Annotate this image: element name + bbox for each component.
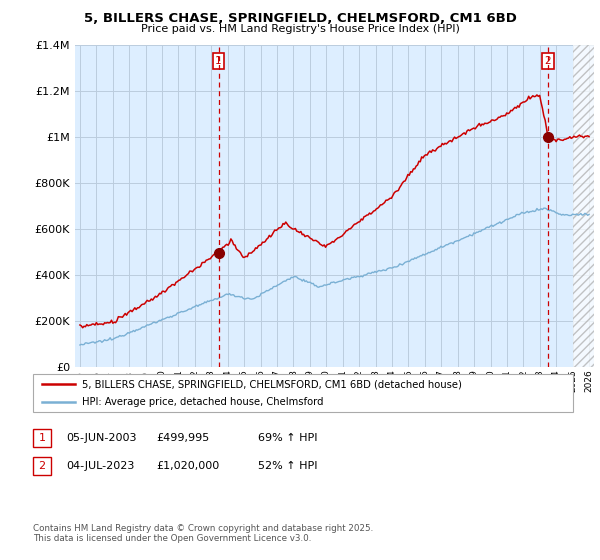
Text: HPI: Average price, detached house, Chelmsford: HPI: Average price, detached house, Chel…: [82, 397, 324, 407]
Text: 1: 1: [215, 56, 222, 66]
Text: 04-JUL-2023: 04-JUL-2023: [66, 461, 134, 471]
Text: 2: 2: [38, 461, 46, 471]
Text: 2: 2: [545, 56, 551, 66]
Text: Contains HM Land Registry data © Crown copyright and database right 2025.
This d: Contains HM Land Registry data © Crown c…: [33, 524, 373, 543]
Text: 52% ↑ HPI: 52% ↑ HPI: [258, 461, 317, 471]
Text: Price paid vs. HM Land Registry's House Price Index (HPI): Price paid vs. HM Land Registry's House …: [140, 24, 460, 34]
Text: £499,995: £499,995: [156, 433, 209, 443]
Text: 69% ↑ HPI: 69% ↑ HPI: [258, 433, 317, 443]
Text: 05-JUN-2003: 05-JUN-2003: [66, 433, 137, 443]
Text: 5, BILLERS CHASE, SPRINGFIELD, CHELMSFORD, CM1 6BD (detached house): 5, BILLERS CHASE, SPRINGFIELD, CHELMSFOR…: [82, 379, 462, 389]
Text: 5, BILLERS CHASE, SPRINGFIELD, CHELMSFORD, CM1 6BD: 5, BILLERS CHASE, SPRINGFIELD, CHELMSFOR…: [83, 12, 517, 25]
Text: 1: 1: [38, 433, 46, 443]
Text: £1,020,000: £1,020,000: [156, 461, 219, 471]
